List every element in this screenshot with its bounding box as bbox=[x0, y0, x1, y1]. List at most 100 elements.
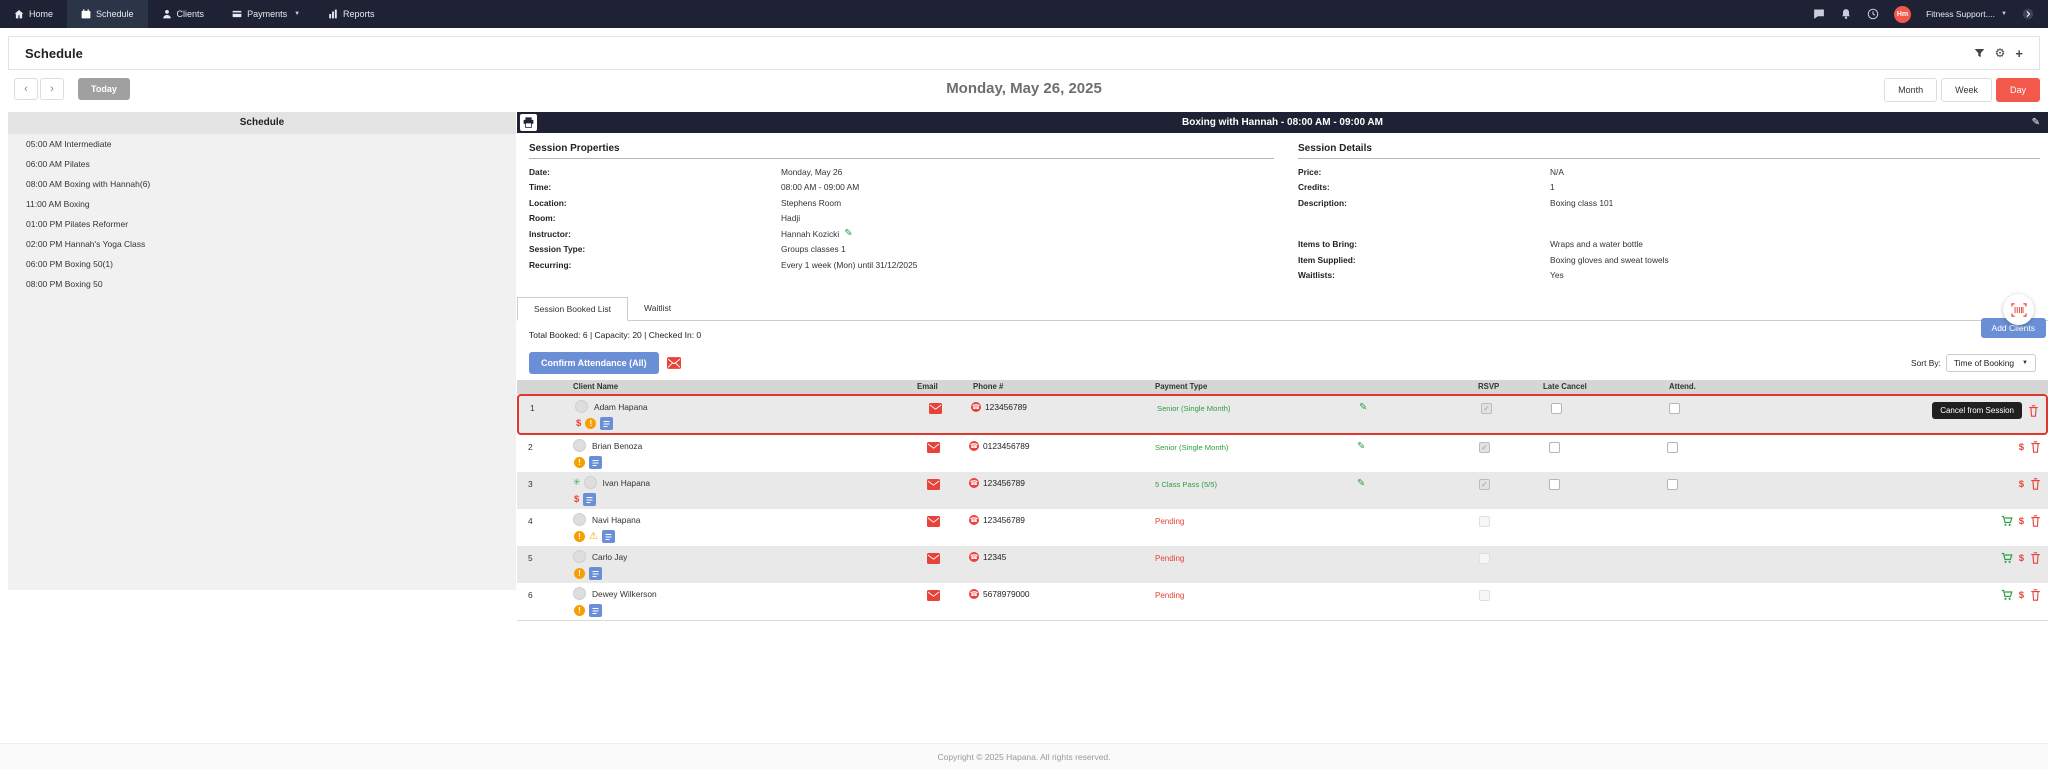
alert-icon: ! bbox=[585, 418, 597, 429]
cart-icon[interactable] bbox=[2001, 515, 2013, 527]
phone-number: 123456789 bbox=[985, 402, 1027, 412]
late-cancel-checkbox[interactable] bbox=[1549, 479, 1560, 490]
section-heading: Session Details bbox=[1298, 143, 2040, 159]
sidebar-session-item[interactable]: 06:00 AM Pilates bbox=[26, 159, 90, 169]
client-name[interactable]: Navi Hapana bbox=[592, 514, 641, 525]
add-session-icon[interactable]: + bbox=[2015, 45, 2023, 61]
sidebar-session-item[interactable]: 08:00 PM Boxing 50 bbox=[26, 279, 103, 289]
table-row: 5 Carlo Jay ! ☎ 12345 Pending $ bbox=[517, 546, 2048, 583]
edit-payment-icon[interactable]: ✎ bbox=[1357, 478, 1366, 489]
email-icon[interactable] bbox=[927, 516, 969, 527]
attend-checkbox[interactable] bbox=[1667, 442, 1678, 453]
cart-icon[interactable] bbox=[2001, 552, 2013, 564]
client-name[interactable]: Carlo Jay bbox=[592, 551, 628, 562]
prop-label: Items to Bring: bbox=[1298, 239, 1358, 250]
filter-icon[interactable] bbox=[1974, 48, 1985, 59]
trash-icon[interactable] bbox=[2030, 589, 2041, 601]
month-view-button[interactable]: Month bbox=[1884, 78, 1938, 102]
account-menu[interactable]: Fitness Support.... ▼ bbox=[1926, 9, 2007, 19]
client-name[interactable]: Ivan Hapana bbox=[602, 477, 651, 488]
client-name[interactable]: Adam Hapana bbox=[594, 401, 648, 412]
week-view-button[interactable]: Week bbox=[1941, 78, 1992, 102]
charge-icon[interactable]: $ bbox=[2018, 478, 2024, 490]
late-cancel-checkbox[interactable] bbox=[1551, 403, 1562, 414]
cancel-from-session-tooltip: Cancel from Session bbox=[1932, 402, 2022, 419]
chat-icon[interactable] bbox=[1813, 8, 1825, 20]
trash-icon[interactable] bbox=[2030, 441, 2041, 453]
barcode-scan-icon[interactable] bbox=[2003, 294, 2034, 325]
sort-select[interactable]: Time of Booking ▼ bbox=[1945, 354, 2036, 372]
charge-icon[interactable]: $ bbox=[2018, 552, 2024, 564]
prop-value: 08:00 AM - 09:00 AM bbox=[781, 182, 860, 193]
confirm-attendance-button[interactable]: Confirm Attendance (All) bbox=[529, 352, 659, 374]
add-clients-button[interactable]: Add Clients bbox=[1980, 318, 2046, 338]
today-button[interactable]: Today bbox=[78, 78, 130, 100]
nav-item-payments[interactable]: Payments ▼ bbox=[218, 0, 314, 28]
prop-label: Item Supplied: bbox=[1298, 254, 1356, 265]
table-header: Client Name Email Phone # Payment Type R… bbox=[517, 380, 2048, 394]
charge-icon[interactable]: $ bbox=[2018, 589, 2024, 601]
alert-icon: ! bbox=[574, 457, 585, 468]
prop-value: N/A bbox=[1550, 166, 1564, 177]
nav-item-reports[interactable]: Reports bbox=[314, 0, 389, 28]
note-icon bbox=[589, 604, 602, 617]
nav-item-clients[interactable]: Clients bbox=[148, 0, 219, 28]
star-icon: ✳ bbox=[573, 477, 581, 487]
trash-icon[interactable] bbox=[2030, 515, 2041, 527]
email-icon[interactable] bbox=[929, 403, 971, 414]
phone-icon: ☎ bbox=[969, 589, 979, 599]
email-icon[interactable] bbox=[927, 553, 969, 564]
sidebar-session-item[interactable]: 11:00 AM Boxing bbox=[26, 199, 90, 209]
tab-waitlist[interactable]: Waitlist bbox=[644, 303, 672, 313]
alert-icon: ! bbox=[574, 568, 585, 579]
attend-checkbox[interactable] bbox=[1669, 403, 1680, 414]
sidebar-session-item[interactable]: 01:00 PM Pilates Reformer bbox=[26, 219, 129, 229]
edit-instructor-icon[interactable]: ✎ bbox=[844, 228, 853, 240]
late-cancel-checkbox[interactable] bbox=[1549, 442, 1560, 453]
nav-item-home[interactable]: Home bbox=[0, 0, 67, 28]
prop-value: Wraps and a water bottle bbox=[1550, 239, 1643, 250]
settings-gear-icon[interactable]: ⚙ bbox=[1994, 46, 2006, 60]
cart-icon[interactable] bbox=[2001, 589, 2013, 601]
trash-icon[interactable] bbox=[2030, 478, 2041, 490]
charge-icon[interactable]: $ bbox=[2018, 515, 2024, 527]
rsvp-checkbox bbox=[1479, 516, 1490, 527]
edit-session-icon[interactable]: ✎ bbox=[2031, 117, 2040, 128]
logout-icon[interactable] bbox=[2022, 8, 2034, 20]
sidebar-session-item[interactable]: 05:00 AM Intermediate bbox=[26, 139, 112, 149]
print-icon[interactable] bbox=[520, 114, 537, 131]
email-all-icon[interactable] bbox=[666, 357, 681, 369]
clock-icon[interactable] bbox=[1867, 8, 1879, 20]
page-title: Schedule bbox=[25, 45, 83, 61]
phone-number: 0123456789 bbox=[983, 441, 1030, 451]
avatar bbox=[583, 476, 597, 489]
note-icon bbox=[583, 493, 597, 506]
edit-payment-icon[interactable]: ✎ bbox=[1359, 402, 1368, 413]
charge-icon[interactable]: $ bbox=[2018, 441, 2024, 453]
nav-item-schedule[interactable]: Schedule bbox=[67, 0, 148, 28]
email-icon[interactable] bbox=[927, 590, 969, 601]
prev-day-button[interactable]: ‹ bbox=[14, 78, 38, 100]
bell-icon[interactable] bbox=[1840, 8, 1852, 20]
sidebar-session-item[interactable]: 06:00 PM Boxing 50(1) bbox=[26, 259, 113, 269]
sidebar-session-item[interactable]: 02:00 PM Hannah's Yoga Class bbox=[26, 239, 146, 249]
edit-payment-icon[interactable]: ✎ bbox=[1357, 441, 1366, 452]
tab-session-booked-list[interactable]: Session Booked List bbox=[517, 297, 629, 321]
trash-icon[interactable] bbox=[2028, 404, 2039, 417]
email-icon[interactable] bbox=[927, 479, 969, 490]
payment-type: Pending bbox=[1155, 591, 1185, 600]
next-day-button[interactable]: › bbox=[40, 78, 64, 100]
session-header-bar: Boxing with Hannah - 08:00 AM - 09:00 AM… bbox=[517, 112, 2048, 133]
sort-value: Time of Booking bbox=[1953, 358, 2015, 368]
email-icon[interactable] bbox=[927, 442, 969, 453]
attend-checkbox[interactable] bbox=[1667, 479, 1678, 490]
client-name[interactable]: Brian Benoza bbox=[592, 440, 643, 451]
sidebar-session-item[interactable]: 08:00 AM Boxing with Hannah(6) bbox=[26, 179, 151, 189]
row-number: 1 bbox=[530, 403, 535, 413]
user-avatar[interactable]: Hm bbox=[1894, 5, 1912, 23]
day-view-button[interactable]: Day bbox=[1995, 78, 2040, 102]
client-name[interactable]: Dewey Wilkerson bbox=[592, 588, 657, 599]
trash-icon[interactable] bbox=[2030, 552, 2041, 564]
top-nav: Home Schedule Clients Payments ▼ Reports… bbox=[0, 0, 2048, 28]
phone-icon: ☎ bbox=[969, 515, 979, 525]
